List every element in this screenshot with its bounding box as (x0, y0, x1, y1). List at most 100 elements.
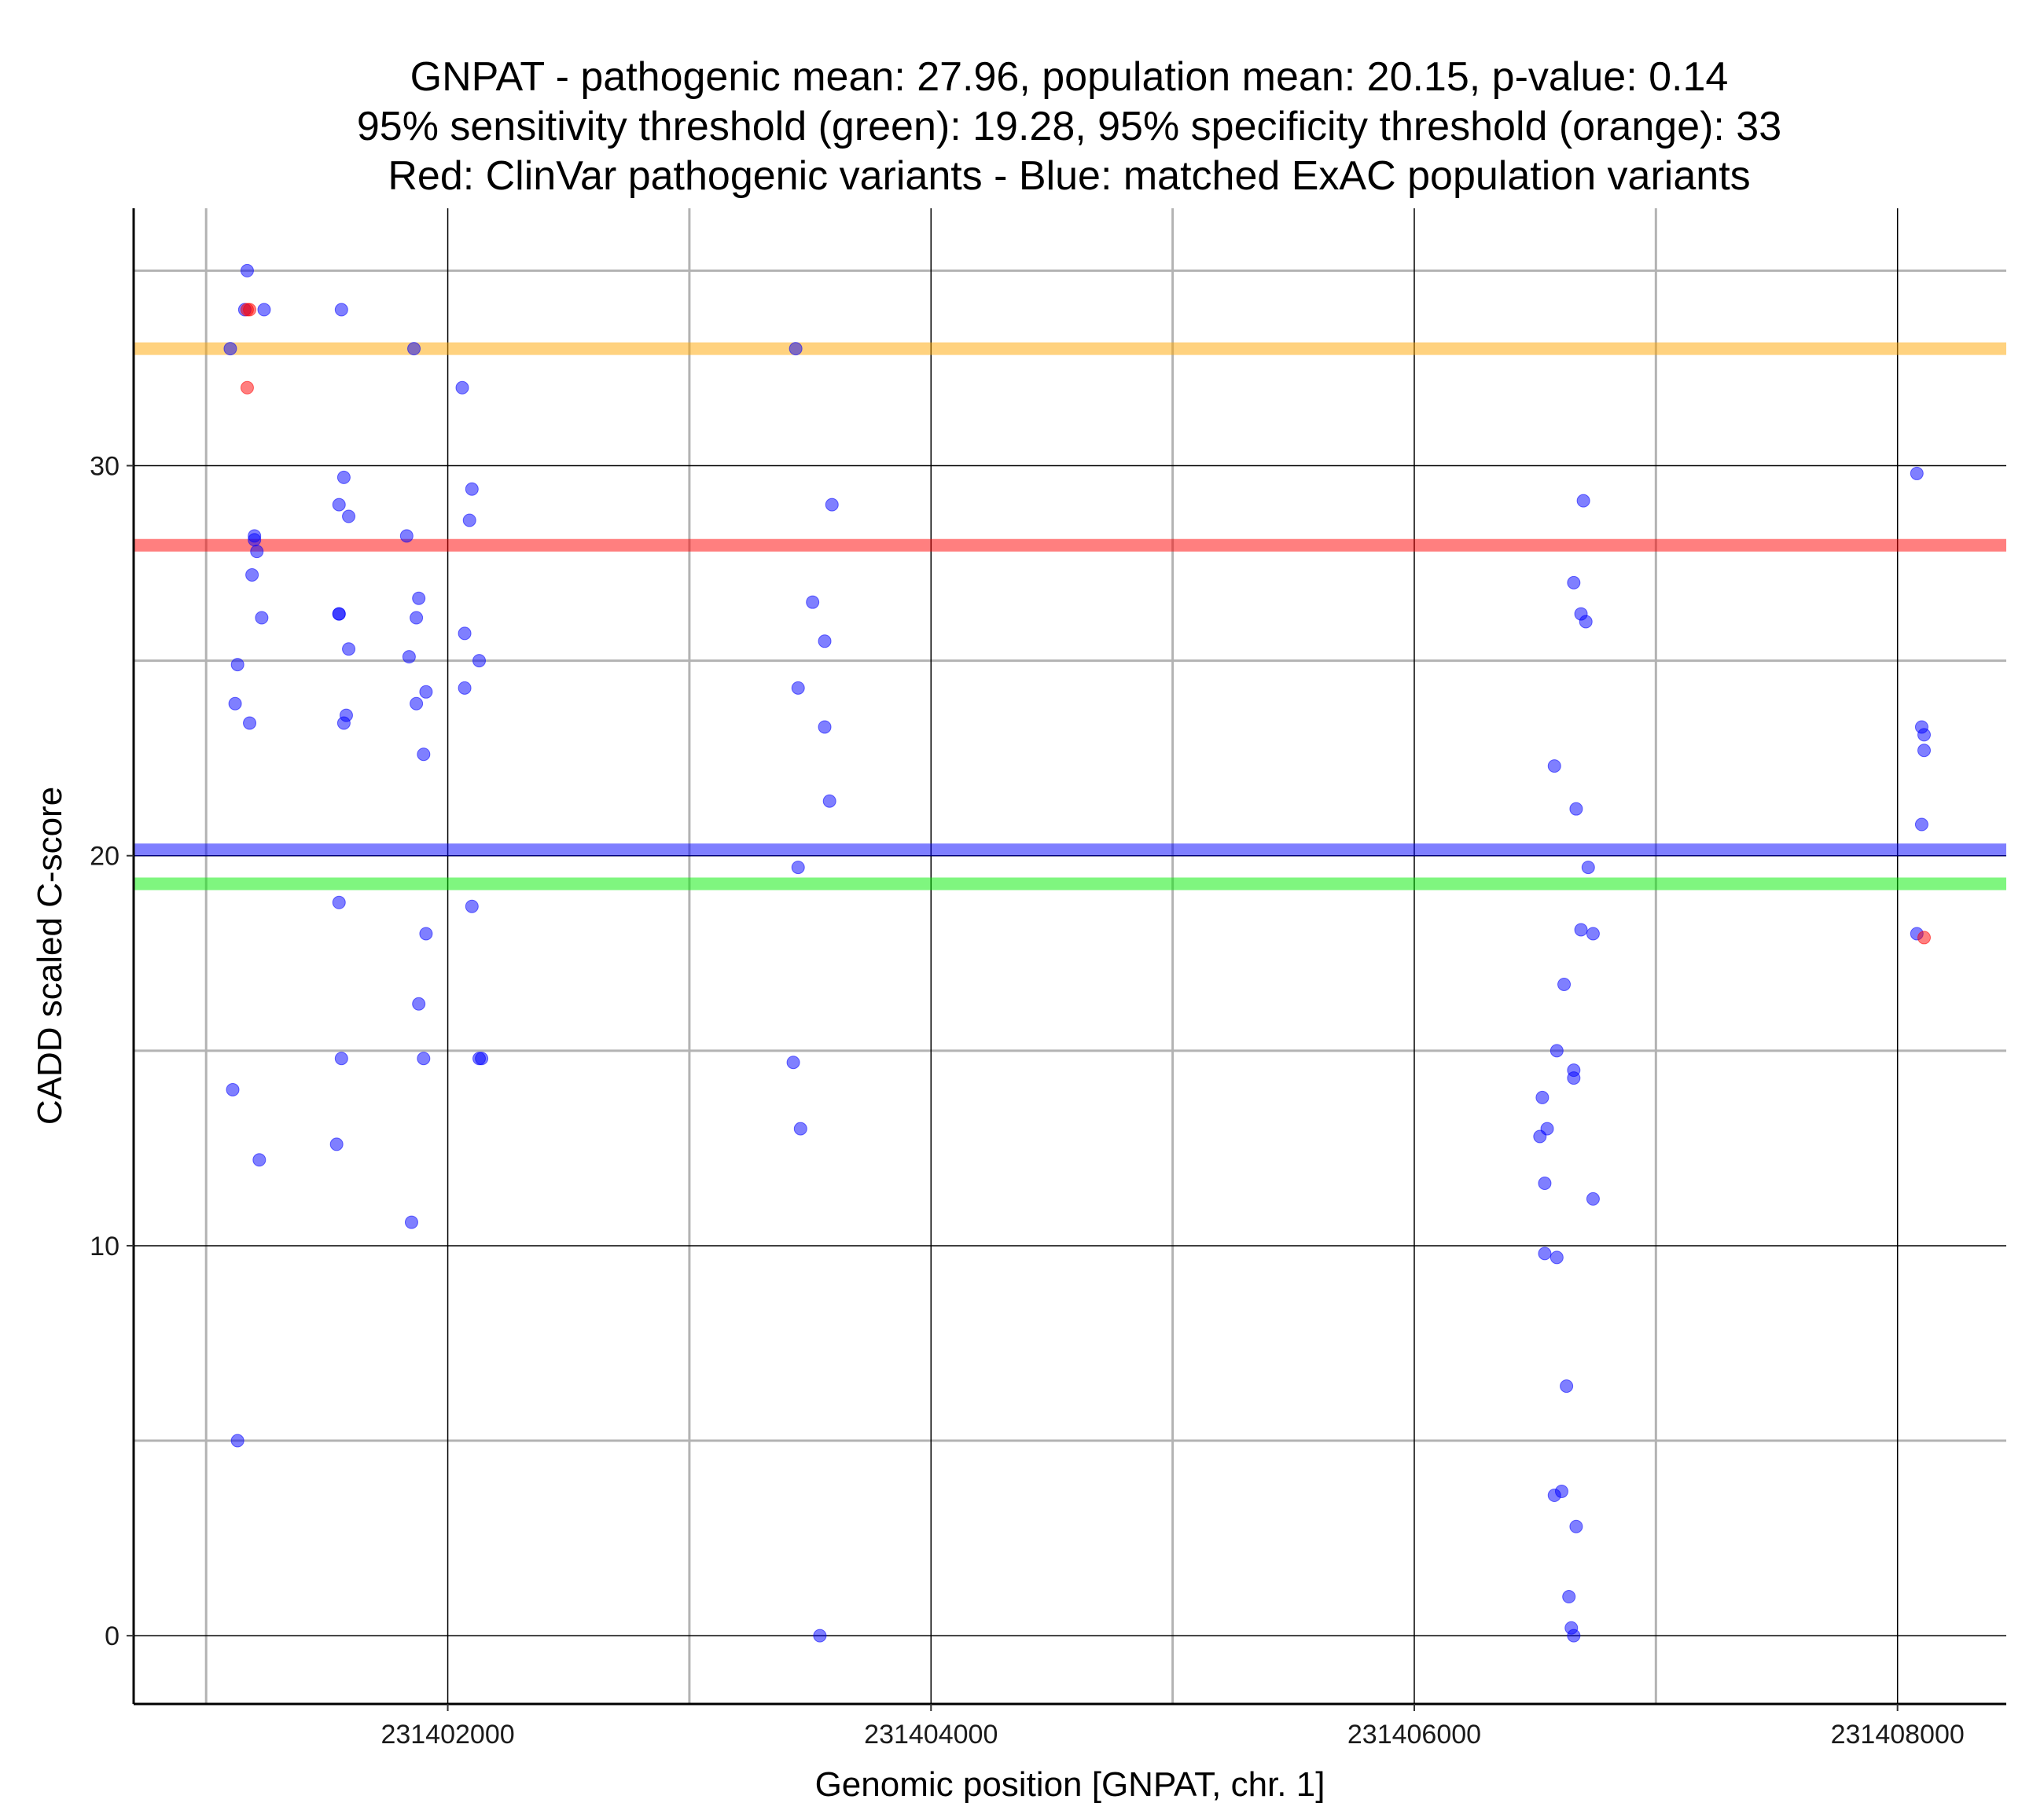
population-point (1538, 1247, 1552, 1261)
population-point (332, 607, 346, 621)
population-point (410, 696, 424, 711)
population-point (1567, 575, 1581, 589)
population-point (1550, 1044, 1564, 1058)
x-axis-label: Genomic position [GNPAT, chr. 1] (815, 1765, 1325, 1804)
y-tick-label: 10 (90, 1232, 119, 1261)
population-point (475, 1052, 489, 1066)
population-point (336, 716, 351, 730)
population-point (243, 716, 257, 730)
population-point (1586, 927, 1600, 941)
population-point (818, 720, 832, 734)
population-point (252, 1153, 267, 1167)
population-point (825, 498, 839, 512)
population-point (786, 1056, 800, 1070)
population-point (1567, 1629, 1581, 1643)
population-point (334, 303, 348, 317)
population-point (1557, 977, 1572, 991)
minor-gridlines (134, 208, 2006, 1704)
population-point (402, 650, 416, 664)
population-point (255, 611, 269, 625)
population-point (334, 1052, 348, 1066)
population-point (1560, 1379, 1574, 1394)
population-point (1910, 466, 1924, 480)
chart-title-line-1: GNPAT - pathogenic mean: 27.96, populati… (410, 54, 1729, 100)
population-point (1576, 494, 1590, 508)
y-tick-labels: 0 10 20 30 (90, 452, 134, 1651)
population-point (223, 342, 237, 356)
population-point (1586, 1192, 1600, 1206)
population-point (1581, 861, 1595, 875)
x-tick-label: 231402000 (380, 1720, 514, 1750)
population-point (1538, 1177, 1552, 1191)
population-point (404, 1215, 418, 1229)
data-points (223, 263, 1931, 1643)
population-point (1917, 728, 1931, 742)
population-point (1535, 1090, 1550, 1104)
axes (132, 208, 2006, 1706)
population-point (412, 997, 426, 1011)
population-point (250, 545, 264, 559)
population-point (342, 509, 356, 523)
population-point (332, 498, 346, 512)
population-point (245, 567, 259, 582)
population-point (412, 591, 426, 605)
population-point (1547, 1489, 1561, 1503)
chart-title: GNPAT - pathogenic mean: 27.96, populati… (357, 54, 1781, 199)
population-point (248, 533, 262, 547)
population-point (230, 658, 244, 672)
population-point (789, 342, 803, 356)
population-point (417, 1052, 431, 1066)
population-point (813, 1629, 827, 1643)
population-point (399, 529, 414, 543)
population-point (1579, 615, 1593, 629)
population-point (1567, 1071, 1581, 1085)
population-point (465, 899, 479, 913)
population-point (1547, 759, 1561, 773)
chart-title-line-2: 95% sensitivity threshold (green): 19.28… (357, 104, 1781, 149)
population-point (462, 513, 476, 527)
population-point (342, 642, 356, 656)
population-point (1569, 1519, 1583, 1533)
population-point (455, 380, 469, 395)
population-point (791, 681, 805, 695)
population-point (1533, 1129, 1547, 1144)
population-point (1914, 817, 1928, 832)
population-point (419, 927, 433, 941)
population-point (226, 1082, 240, 1096)
chart-title-line-3: Red: ClinVar pathogenic variants - Blue:… (388, 153, 1750, 199)
population-point (472, 654, 487, 668)
population-point (419, 685, 433, 699)
population-point (822, 794, 836, 808)
y-tick-label: 30 (90, 452, 119, 482)
population-point (1562, 1590, 1576, 1604)
population-point (336, 470, 351, 484)
population-point (806, 595, 820, 609)
population-point (793, 1122, 807, 1136)
population-point (465, 482, 479, 496)
population-point (818, 634, 832, 648)
threshold-lines (134, 342, 2006, 890)
population-point (1574, 923, 1588, 937)
population-point (410, 611, 424, 625)
x-tick-label: 231404000 (864, 1720, 998, 1750)
y-tick-label: 20 (90, 842, 119, 872)
pathogenic-point (243, 303, 257, 317)
population-point (458, 626, 472, 641)
population-point (240, 263, 254, 277)
x-tick-label: 231408000 (1831, 1720, 1965, 1750)
major-gridlines (134, 208, 2006, 1704)
population-point (1550, 1250, 1564, 1265)
population-point (257, 303, 271, 317)
population-point (332, 895, 346, 909)
population-point (407, 342, 421, 356)
pathogenic-point (1917, 931, 1931, 945)
population-point (329, 1137, 344, 1151)
population-point (230, 1434, 244, 1448)
population-point (791, 861, 805, 875)
x-tick-label: 231406000 (1347, 1720, 1481, 1750)
population-point (417, 747, 431, 762)
population-point (228, 696, 242, 711)
y-axis-label: CADD scaled C-score (31, 787, 69, 1125)
population-point (1569, 802, 1583, 816)
